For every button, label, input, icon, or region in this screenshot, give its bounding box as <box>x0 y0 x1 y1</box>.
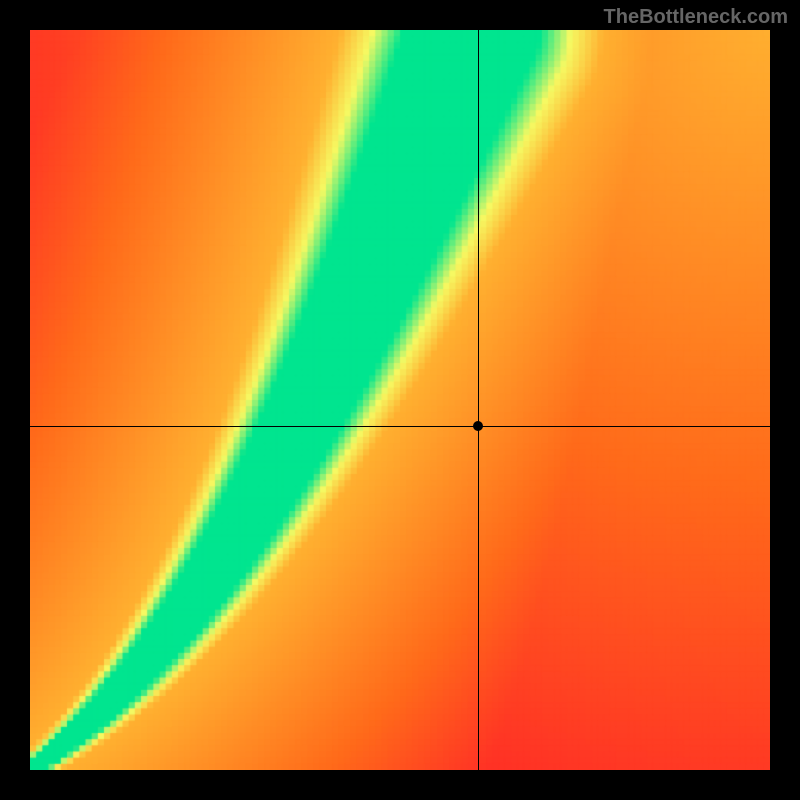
heatmap-plot <box>30 30 770 770</box>
crosshair-vertical <box>478 30 479 770</box>
heatmap-canvas <box>30 30 770 770</box>
watermark-text: TheBottleneck.com <box>604 6 788 29</box>
crosshair-horizontal <box>30 426 770 427</box>
crosshair-marker <box>473 421 483 431</box>
